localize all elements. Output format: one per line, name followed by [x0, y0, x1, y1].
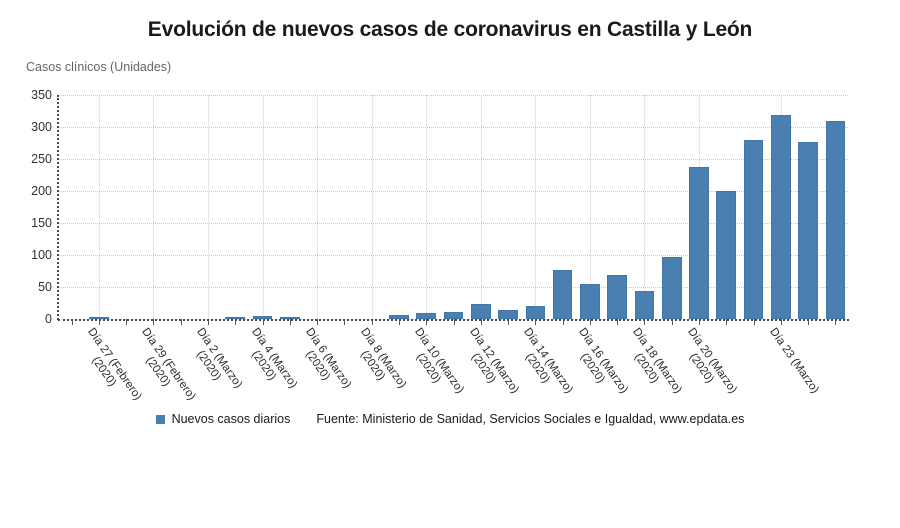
x-tick-mark [153, 319, 155, 325]
x-tick-mark [835, 319, 837, 325]
grid-line-x-1 [98, 95, 100, 319]
grid-line-x-21 [644, 95, 646, 319]
x-tick-mark [562, 319, 564, 325]
bar[interactable] [743, 140, 764, 319]
bar[interactable] [225, 317, 246, 319]
grid-line-x-7 [262, 95, 264, 319]
plot-area [58, 95, 848, 320]
x-tick-mark [508, 319, 510, 325]
grid-line-x-13 [426, 95, 428, 319]
x-tick-mark [98, 319, 100, 325]
x-tick-mark [535, 319, 537, 325]
bar[interactable] [552, 269, 573, 319]
x-tick-mark [453, 319, 455, 325]
x-tick-mark [808, 319, 810, 325]
bar[interactable] [498, 310, 518, 319]
grid-line-y-100 [58, 255, 848, 256]
grid-line-y-150 [58, 223, 848, 224]
chart-footer: Nuevos casos diarios Fuente: Ministerio … [0, 412, 900, 426]
bar[interactable] [389, 314, 409, 319]
bar[interactable] [280, 317, 300, 319]
x-tick-mark [589, 319, 591, 325]
x-tick-mark [262, 319, 264, 325]
y-tick-label-200: 200 [31, 184, 52, 198]
y-axis-ticks: 0 50 100 150 200 250 300 350 [8, 88, 52, 326]
grid-line-x-15 [480, 95, 482, 319]
x-axis-label: Día 10 (Marzo) (2020) [401, 326, 466, 404]
x-tick-mark [480, 319, 482, 325]
bar[interactable] [798, 141, 818, 319]
x-axis-labels: Día 27 (Febrero) (2020) Día 29 (Febrero) (2… [0, 322, 900, 417]
bar[interactable] [716, 191, 737, 319]
bar[interactable] [416, 313, 437, 319]
page-title: Evolución de nuevos casos de coronavirus… [147, 18, 753, 41]
bar[interactable] [689, 167, 709, 319]
grid-line-y-50 [58, 287, 848, 288]
x-tick-mark [671, 319, 673, 325]
y-tick-label-0: 0 [45, 312, 52, 326]
x-tick-mark [398, 319, 400, 325]
y-tick-label-100: 100 [31, 248, 52, 262]
bar[interactable] [580, 284, 600, 319]
x-tick-mark [71, 319, 73, 325]
grid-line-x-3 [153, 95, 155, 319]
bar[interactable] [470, 304, 491, 319]
x-tick-mark [344, 319, 346, 325]
x-tick-mark [126, 319, 128, 325]
x-tick-mark [317, 319, 319, 325]
x-tick-mark [644, 319, 646, 325]
x-axis-label: Día 16 (Marzo) (2020) [565, 326, 630, 404]
y-axis-caption: Casos clínicos (Unidades) [26, 60, 172, 74]
bar[interactable] [825, 120, 846, 319]
x-axis-label: Día 8 (Marzo) (2020) [346, 326, 408, 398]
y-tick-label-300: 300 [31, 120, 52, 134]
x-tick-mark [208, 319, 210, 325]
bar[interactable] [661, 256, 682, 319]
grid-line-y-250 [58, 159, 848, 160]
bar[interactable] [770, 115, 791, 319]
grid-line-y-350 [58, 95, 848, 96]
x-axis-label: Día 6 (Marzo) (2020) [292, 326, 353, 398]
grid-line-x-11 [371, 95, 373, 319]
grid-line-x-17 [535, 95, 537, 319]
x-axis-label: Día 14 (Marzo) (2020) [510, 326, 575, 404]
grid-line-y-200 [58, 191, 848, 192]
x-tick-mark [235, 319, 237, 325]
grid-line-y-300 [58, 127, 848, 128]
y-tick-label-150: 150 [31, 216, 52, 230]
x-tick-mark [780, 319, 782, 325]
bar[interactable] [634, 291, 655, 319]
grid-line-x-5 [208, 95, 210, 319]
x-tick-mark [180, 319, 182, 325]
x-tick-mark [698, 319, 700, 325]
bar[interactable] [89, 317, 109, 319]
grid-line-x-9 [317, 95, 319, 319]
x-tick-mark [753, 319, 755, 325]
x-tick-mark [371, 319, 373, 325]
y-tick-label-350: 350 [31, 88, 52, 102]
x-tick-mark [617, 319, 619, 325]
bar[interactable] [252, 316, 273, 319]
x-tick-mark [289, 319, 291, 325]
y-axis-line [57, 95, 59, 320]
legend-swatch-icon [155, 414, 165, 424]
bar-series [58, 95, 849, 319]
grid-line-x-19 [589, 95, 591, 319]
bar[interactable] [525, 306, 546, 319]
y-tick-label-50: 50 [38, 280, 52, 294]
bar[interactable] [443, 311, 464, 319]
x-tick-mark [426, 319, 428, 325]
x-tick-mark [726, 319, 728, 325]
x-axis-label: Día 18 (Marzo) (2020) [619, 326, 685, 404]
x-axis-label: Día 4 (Marzo) (2020) [237, 326, 299, 398]
legend-item-nuevos-casos-diarios[interactable]: Nuevos casos diarios [155, 412, 291, 426]
y-tick-label-250: 250 [31, 152, 52, 166]
x-label-line1: Día 23 (Marzo) [766, 326, 821, 396]
source-note: Fuente: Ministerio de Sanidad, Servicios… [316, 412, 745, 426]
legend-label: Nuevos casos diarios [171, 412, 291, 426]
x-axis-label: Día 20 (Marzo) (2020) [674, 326, 739, 404]
x-axis-label: Día 23 (Marzo) [766, 326, 821, 396]
x-axis-label: Día 12 (Marzo) (2020) [455, 326, 521, 404]
bar[interactable] [607, 274, 627, 319]
